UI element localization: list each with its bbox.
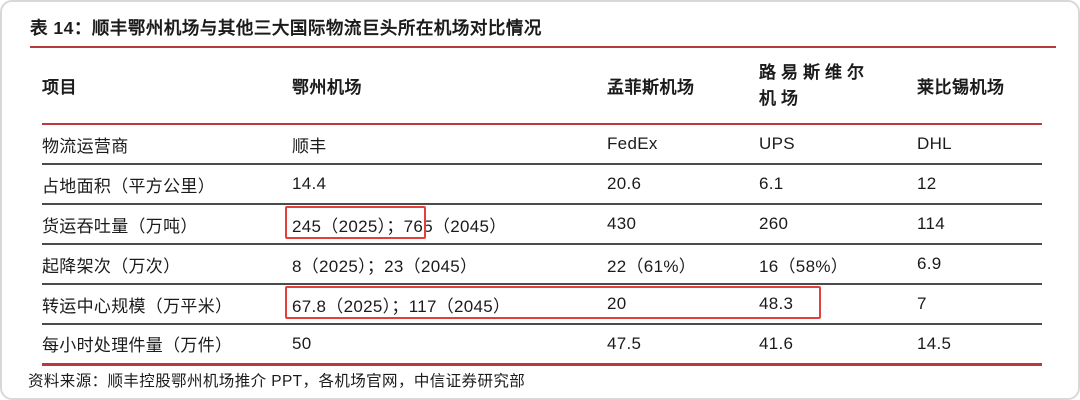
col-header-item: 项目	[42, 78, 77, 97]
table-title: 表 14：顺丰鄂州机场与其他三大国际物流巨头所在机场对比情况	[30, 18, 542, 38]
cell-ezhou: 顺丰	[292, 136, 327, 156]
cell-louisville: 48.3	[759, 294, 794, 313]
cell-ezhou: 8（2025）；23（2045）	[292, 256, 478, 276]
airport-comparison-table: 项目 鄂州机场 孟菲斯机场 路易斯维尔机场 莱比锡机场 物流运营商 顺丰 Fed…	[42, 48, 1042, 366]
cell-ezhou: 67.8（2025）；117（2045）	[292, 296, 511, 316]
cell-memphis: 430	[607, 214, 637, 233]
cell-leipzig: 12	[917, 174, 937, 193]
row-label: 物流运营商	[42, 136, 129, 156]
cell-leipzig: DHL	[917, 134, 952, 153]
row-label: 转运中心规模（万平米）	[42, 296, 233, 316]
cell-memphis: 20	[607, 294, 627, 313]
table-row-land-area: 占地面积（平方公里） 14.4 20.6 6.1 12	[42, 164, 1042, 204]
col-header-ezhou-airport: 鄂州机场	[292, 78, 362, 97]
louisville-header-text: 路易斯维尔机场	[759, 62, 869, 108]
table-row-cargo-throughput: 货运吞吐量（万吨） 245（2025）；765（2045） 430 260 11…	[42, 204, 1042, 244]
cell-ezhou: 50	[292, 333, 312, 353]
col-header-louisville-airport: 路易斯维尔机场	[759, 48, 917, 124]
cell-ezhou: 14.4	[292, 174, 327, 193]
cell-leipzig: 7	[917, 294, 927, 313]
table-row-logistics-operator: 物流运营商 顺丰 FedEx UPS DHL	[42, 124, 1042, 164]
col-header-memphis-airport: 孟菲斯机场	[607, 78, 695, 97]
cell-louisville: 16（58%）	[759, 256, 849, 276]
cell-ezhou: 245（2025）；765（2045）	[292, 216, 507, 236]
header-row: 项目 鄂州机场 孟菲斯机场 路易斯维尔机场 莱比锡机场	[42, 48, 1042, 124]
cell-memphis: 47.5	[607, 333, 642, 353]
cell-memphis: 20.6	[607, 174, 642, 193]
row-label: 起降架次（万次）	[42, 256, 181, 276]
cell-louisville: 260	[759, 214, 789, 233]
cell-louisville: UPS	[759, 134, 795, 153]
row-label: 货运吞吐量（万吨）	[42, 216, 198, 236]
row-label: 占地面积（平方公里）	[42, 176, 215, 196]
cell-memphis: 22（61%）	[607, 256, 697, 276]
table-row-hourly-parcel-handling: 每小时处理件量（万件） 50 47.5 41.6 14.5	[42, 324, 1042, 364]
cell-memphis: FedEx	[607, 134, 658, 153]
cell-leipzig: 14.5	[917, 333, 952, 353]
table-row-transfer-center-scale: 转运中心规模（万平米） 67.8（2025）；117（2045） 20 48.3…	[42, 284, 1042, 324]
table-row-takeoff-landing-sorties: 起降架次（万次） 8（2025）；23（2045） 22（61%） 16（58%…	[42, 244, 1042, 284]
title-underline-rule	[30, 46, 1056, 48]
cell-louisville: 41.6	[759, 333, 794, 353]
col-header-leipzig-airport: 莱比锡机场	[917, 78, 1005, 97]
cell-louisville: 6.1	[759, 174, 784, 193]
row-label: 每小时处理件量（万件）	[42, 336, 233, 356]
cell-leipzig: 6.9	[917, 254, 942, 273]
source-note: 资料来源：顺丰控股鄂州机场推介 PPT，各机场官网，中信证券研究部	[28, 373, 526, 390]
cell-leipzig: 114	[917, 214, 946, 233]
